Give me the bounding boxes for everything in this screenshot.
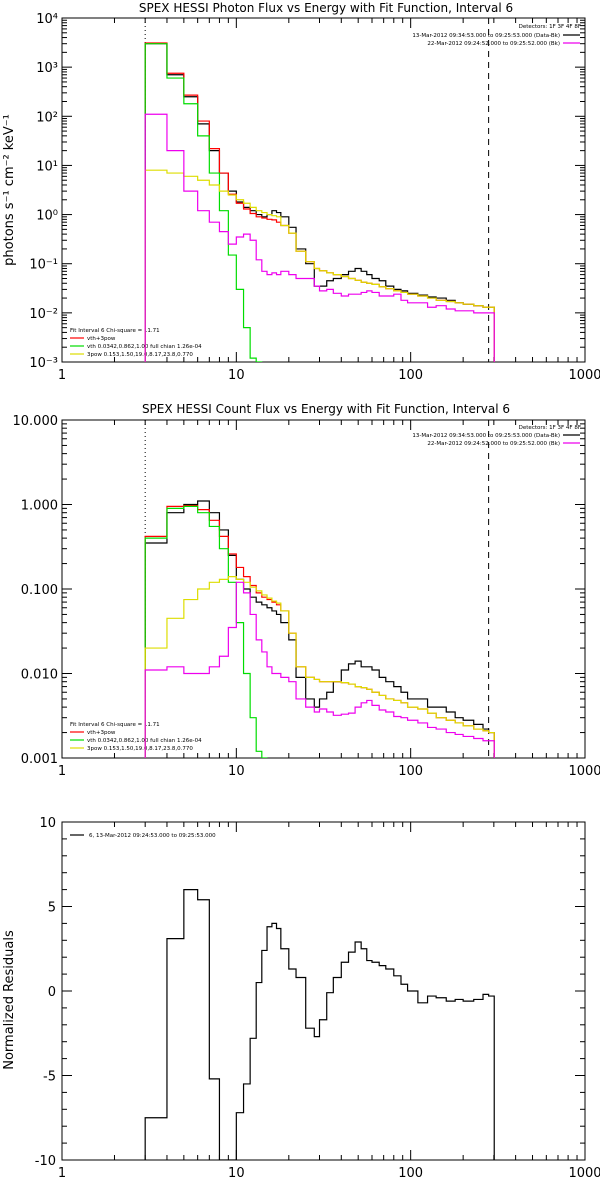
y-tick-label: 0.001: [21, 752, 58, 767]
y-tick-label: 10⁻²: [29, 307, 58, 322]
legend-total: vth+3pow: [87, 730, 116, 736]
legend-3pow: 3pow 0.153,1.50,19.0,8.17,23.8,0.770: [87, 746, 193, 752]
series-group: [144, 42, 495, 362]
y-tick-label: 0.100: [21, 583, 58, 598]
residuals-panel: Normalized Residuals 6, 13-Mar-2012 09:2…: [2, 816, 600, 1181]
y-tick-label: 1.000: [21, 499, 58, 514]
legend-3pow: 3pow 0.153,1.50,19.0,8.17,23.8,0.770: [87, 352, 193, 358]
series-line-vth-3pow: [144, 505, 495, 758]
series-line-vth: [144, 43, 263, 362]
y-tick-label: 10⁻³: [29, 356, 58, 371]
plot-frame: [61, 821, 586, 1161]
series-line-data-bk: [144, 500, 495, 758]
legend-fit-interval: Fit Interval 6 Chi-square = 11.71: [70, 328, 160, 334]
x-tick-label: 1000: [568, 764, 600, 779]
series-group: [144, 889, 495, 1160]
y-tick-label: 10⁻¹: [29, 258, 58, 273]
series-line-residuals: [144, 889, 495, 1160]
y-tick-label: 10³: [36, 61, 58, 76]
legend-detectors: Detectors: 1F 3F 4F 8F: [519, 24, 581, 30]
y-tick-label: 10⁴: [36, 12, 58, 27]
x-tick-label: 10: [228, 764, 245, 779]
legend-detectors: Detectors: 1F 3F 4F 8F: [519, 425, 581, 431]
plot-frame: [61, 17, 586, 363]
x-tick-label: 10: [228, 368, 245, 383]
plot-frame: [61, 419, 586, 759]
legend-bk: 22-Mar-2012 09:24:52.000 to 09:25:52.000…: [427, 441, 560, 447]
x-tick-label: 1: [58, 1166, 66, 1181]
count-flux-panel: SPEX HESSI Count Flux vs Energy with Fit…: [13, 402, 600, 779]
legend-interval: 6, 13-Mar-2012 09:24:53.000 to 09:25:53.…: [89, 833, 216, 839]
x-tick-label: 100: [398, 1166, 423, 1181]
y-tick-label: 10.000: [13, 414, 59, 429]
legend-databk: 13-Mar-2012 09:34:53.000 to 09:25:53.000…: [412, 33, 560, 39]
y-tick-label: -5: [43, 1070, 56, 1085]
x-tick-label: 1000: [568, 368, 600, 383]
y-tick-label: 10: [39, 816, 56, 831]
x-tick-label: 100: [398, 764, 423, 779]
y-tick-label: -10: [35, 1154, 56, 1169]
y-tick-label: 10⁰: [36, 209, 58, 224]
y-tick-label: 0: [48, 985, 56, 1000]
panel-title: SPEX HESSI Count Flux vs Energy with Fit…: [142, 402, 510, 416]
y-axis-label: Normalized Residuals: [2, 930, 17, 1070]
x-tick-label: 1: [58, 368, 66, 383]
legend-databk: 13-Mar-2012 09:34:53.000 to 09:25:53.000…: [412, 433, 560, 439]
legend-bk: 22-Mar-2012 09:24:52.000 to 09:25:52.000…: [427, 41, 560, 47]
legend-fit-interval: Fit Interval 6 Chi-square = 11.71: [70, 722, 160, 728]
panel-title: SPEX HESSI Photon Flux vs Energy with Fi…: [139, 1, 513, 15]
photon-flux-panel: SPEX HESSI Photon Flux vs Energy with Fi…: [2, 1, 600, 383]
x-tick-label: 10: [228, 1166, 245, 1181]
series-line-3pow: [144, 576, 495, 758]
x-tick-label: 1000: [568, 1166, 600, 1181]
legend-vth: vth 0.0342,0.862,1.00 full chian 1.26e-0…: [87, 738, 202, 744]
y-tick-label: 10²: [36, 110, 58, 125]
y-axis-label: photons s⁻¹ cm⁻² keV⁻¹: [2, 114, 17, 266]
legend-total: vth+3pow: [87, 336, 116, 342]
x-tick-label: 1: [58, 764, 66, 779]
y-tick-label: 10¹: [36, 159, 58, 174]
y-tick-label: 0.010: [21, 668, 58, 683]
series-line-bk: [144, 581, 495, 758]
x-tick-label: 100: [398, 368, 423, 383]
legend-vth: vth 0.0342,0.862,1.00 full chian 1.26e-0…: [87, 344, 202, 350]
series-line-data-bk: [144, 43, 495, 362]
y-tick-label: 5: [48, 901, 56, 916]
series-line-vth: [144, 505, 268, 758]
series-group: [144, 500, 495, 758]
series-line-3pow: [144, 169, 495, 362]
series-line-bk: [144, 113, 495, 362]
